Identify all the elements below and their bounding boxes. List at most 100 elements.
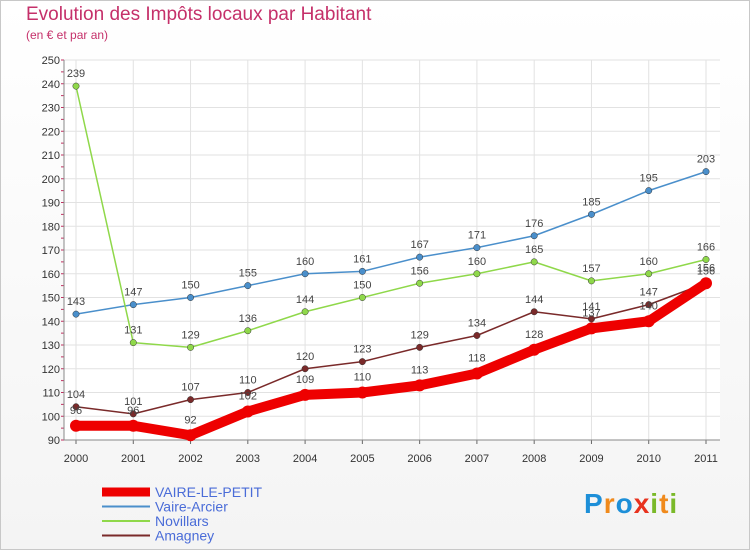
data-point (301, 308, 309, 316)
data-point (528, 343, 541, 356)
data-label: 176 (525, 218, 543, 230)
series-line-novillars (75, 85, 707, 349)
data-point (244, 327, 252, 335)
data-point (416, 279, 424, 287)
data-point (702, 256, 710, 263)
data-point (642, 315, 655, 328)
data-label: 107 (181, 382, 199, 394)
data-label: 155 (239, 268, 257, 280)
data-label: 156 (410, 265, 428, 277)
y-tick-label: 160 (42, 269, 60, 281)
data-point (473, 332, 481, 339)
data-point (645, 270, 653, 278)
y-tick-label: 130 (42, 340, 60, 352)
data-point (70, 419, 82, 432)
data-label: 137 (582, 307, 600, 319)
logo-letter: i (669, 488, 679, 519)
data-point (413, 379, 426, 392)
data-point (241, 405, 254, 418)
data-point (473, 244, 481, 252)
legend-label: Amagney (155, 528, 214, 544)
proxiti-logo: Proxiti (584, 488, 678, 520)
y-tick-label: 200 (42, 174, 60, 186)
data-label: 147 (124, 287, 142, 299)
data-point (416, 343, 424, 351)
data-label: 165 (525, 244, 543, 256)
data-label: 161 (353, 253, 371, 265)
x-tick-label: 2008 (522, 453, 546, 465)
data-point (530, 258, 538, 266)
chart-subtitle: (en € et par an) (26, 28, 109, 42)
data-point (127, 419, 140, 432)
data-point (588, 277, 595, 285)
x-tick-label: 2004 (293, 453, 317, 465)
x-tick-label: 2003 (236, 453, 260, 465)
logo-letter: r (603, 488, 616, 519)
x-tick-label: 2007 (465, 453, 489, 465)
data-label: 92 (184, 414, 196, 426)
data-label: 150 (181, 280, 199, 292)
data-label: 96 (127, 405, 139, 417)
logo-letter: t (659, 488, 670, 519)
data-point (244, 282, 252, 290)
data-label: 167 (410, 239, 428, 251)
legend: VAIRE-LE-PETITVaire-ArcierNovillarsAmagn… (102, 484, 263, 544)
data-label: 136 (239, 313, 257, 325)
data-label: 156 (697, 262, 715, 274)
y-tick-label: 190 (42, 198, 60, 210)
data-label: 123 (353, 344, 371, 356)
data-point (356, 386, 369, 399)
data-label: 160 (296, 256, 314, 268)
data-label: 143 (67, 296, 85, 308)
data-label: 134 (468, 318, 486, 330)
data-label: 131 (124, 325, 142, 337)
data-point (645, 187, 653, 195)
series-line-amagney (75, 282, 707, 415)
data-point (358, 294, 366, 301)
y-tick-label: 240 (42, 79, 60, 91)
y-tick-label: 210 (42, 150, 60, 162)
y-tick-label: 220 (42, 126, 60, 138)
logo-letter: P (584, 488, 604, 519)
x-tick-label: 2009 (579, 453, 603, 465)
data-label: 147 (640, 287, 658, 299)
data-label: 129 (181, 329, 199, 341)
data-point (301, 270, 309, 278)
data-point (700, 277, 712, 290)
data-label: 113 (411, 364, 429, 376)
data-point (702, 168, 710, 176)
data-point (244, 389, 252, 396)
axes: 9010011012013014015016017018019020021022… (42, 55, 720, 465)
data-label: 239 (67, 68, 85, 80)
data-point (588, 315, 595, 323)
legend-label: Vaire-Arcier (155, 499, 228, 515)
series-lines (70, 82, 712, 442)
series-line-vaire-le-petit (76, 279, 709, 441)
legend-label: Novillars (155, 513, 209, 529)
data-label: 102 (239, 391, 257, 403)
grid (64, 59, 720, 441)
logo-letter: i (650, 488, 660, 519)
data-point (530, 308, 538, 316)
y-tick-label: 230 (42, 103, 60, 115)
data-point (72, 82, 80, 90)
x-tick-label: 2005 (350, 453, 374, 465)
data-point (358, 358, 366, 366)
data-label: 203 (697, 154, 715, 166)
data-labels: 143 147 150 155 160 161 167 171 176 185 195 203 239 1… (67, 68, 715, 426)
x-tick-label: 2011 (694, 453, 718, 465)
data-point (645, 301, 653, 309)
y-tick-label: 90 (48, 435, 60, 447)
data-label: 120 (296, 351, 314, 363)
x-tick-label: 2001 (121, 453, 145, 465)
data-label: 144 (296, 294, 314, 306)
data-label: 141 (582, 301, 600, 313)
data-label: 171 (468, 230, 486, 242)
data-label: 166 (697, 242, 715, 254)
data-label: 195 (640, 173, 658, 185)
data-point (72, 310, 80, 318)
x-tick-label: 2006 (407, 453, 431, 465)
data-point (129, 410, 137, 418)
x-tick-label: 2010 (636, 453, 660, 465)
